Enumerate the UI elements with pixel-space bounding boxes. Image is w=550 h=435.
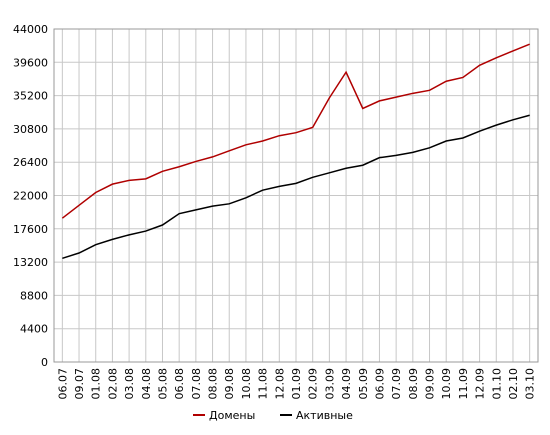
x-tick-label: 03.09	[323, 368, 336, 400]
x-tick-label: 05.09	[357, 368, 370, 400]
y-tick-label: 8800	[20, 289, 48, 302]
y-tick-label: 26400	[13, 156, 48, 169]
x-tick-label: 06.09	[373, 368, 386, 400]
x-tick-label: 03.08	[123, 368, 136, 400]
x-tick-label: 01.10	[490, 368, 503, 400]
series-line	[61, 43, 530, 219]
x-tick-label: 10.09	[440, 368, 453, 400]
y-tick-label: 4400	[20, 323, 48, 336]
x-tick-label: 12.09	[474, 368, 487, 400]
x-tick-label: 12.08	[273, 368, 286, 400]
x-tick-label: 07.09	[390, 368, 403, 400]
x-tick-label: 04.08	[140, 368, 153, 400]
x-tick-label: 09.08	[223, 368, 236, 400]
x-tick-label: 11.08	[257, 368, 270, 400]
y-tick-label: 44000	[13, 23, 48, 36]
series-line	[62, 114, 530, 260]
x-tick-label: 07.08	[190, 368, 203, 400]
x-tick-label: 02.09	[307, 368, 320, 400]
plot-frame	[53, 28, 539, 363]
y-tick-label: 22000	[13, 190, 48, 203]
x-tick-label: 05.08	[156, 368, 169, 400]
x-tick-label: 09.07	[73, 368, 86, 400]
x-tick-label: 02.08	[106, 368, 119, 400]
x-tick-label: 08.08	[207, 368, 220, 400]
y-tick-label: 30800	[13, 123, 48, 136]
x-tick-label: 03.10	[524, 368, 537, 400]
x-tick-label: 09.09	[424, 368, 437, 400]
x-tick-label: 06.07	[56, 368, 69, 400]
y-tick-label: 17600	[13, 223, 48, 236]
x-tick-label: 04.09	[340, 368, 353, 400]
y-tick-label: 39600	[13, 56, 48, 69]
x-tick-label: 01.09	[290, 368, 303, 400]
legend-label: Активные	[296, 409, 353, 422]
x-tick-label: 01.08	[90, 368, 103, 400]
x-tick-label: 10.08	[240, 368, 253, 400]
y-tick-label: 13200	[13, 256, 48, 269]
y-tick-label: 35200	[13, 90, 48, 103]
legend-label: Домены	[209, 409, 255, 422]
x-tick-label: 08.09	[407, 368, 420, 400]
x-tick-label: 02.10	[507, 368, 520, 400]
x-tick-label: 06.08	[173, 368, 186, 400]
y-tick-label: 0	[41, 356, 48, 369]
x-tick-label: 11.09	[457, 368, 470, 400]
